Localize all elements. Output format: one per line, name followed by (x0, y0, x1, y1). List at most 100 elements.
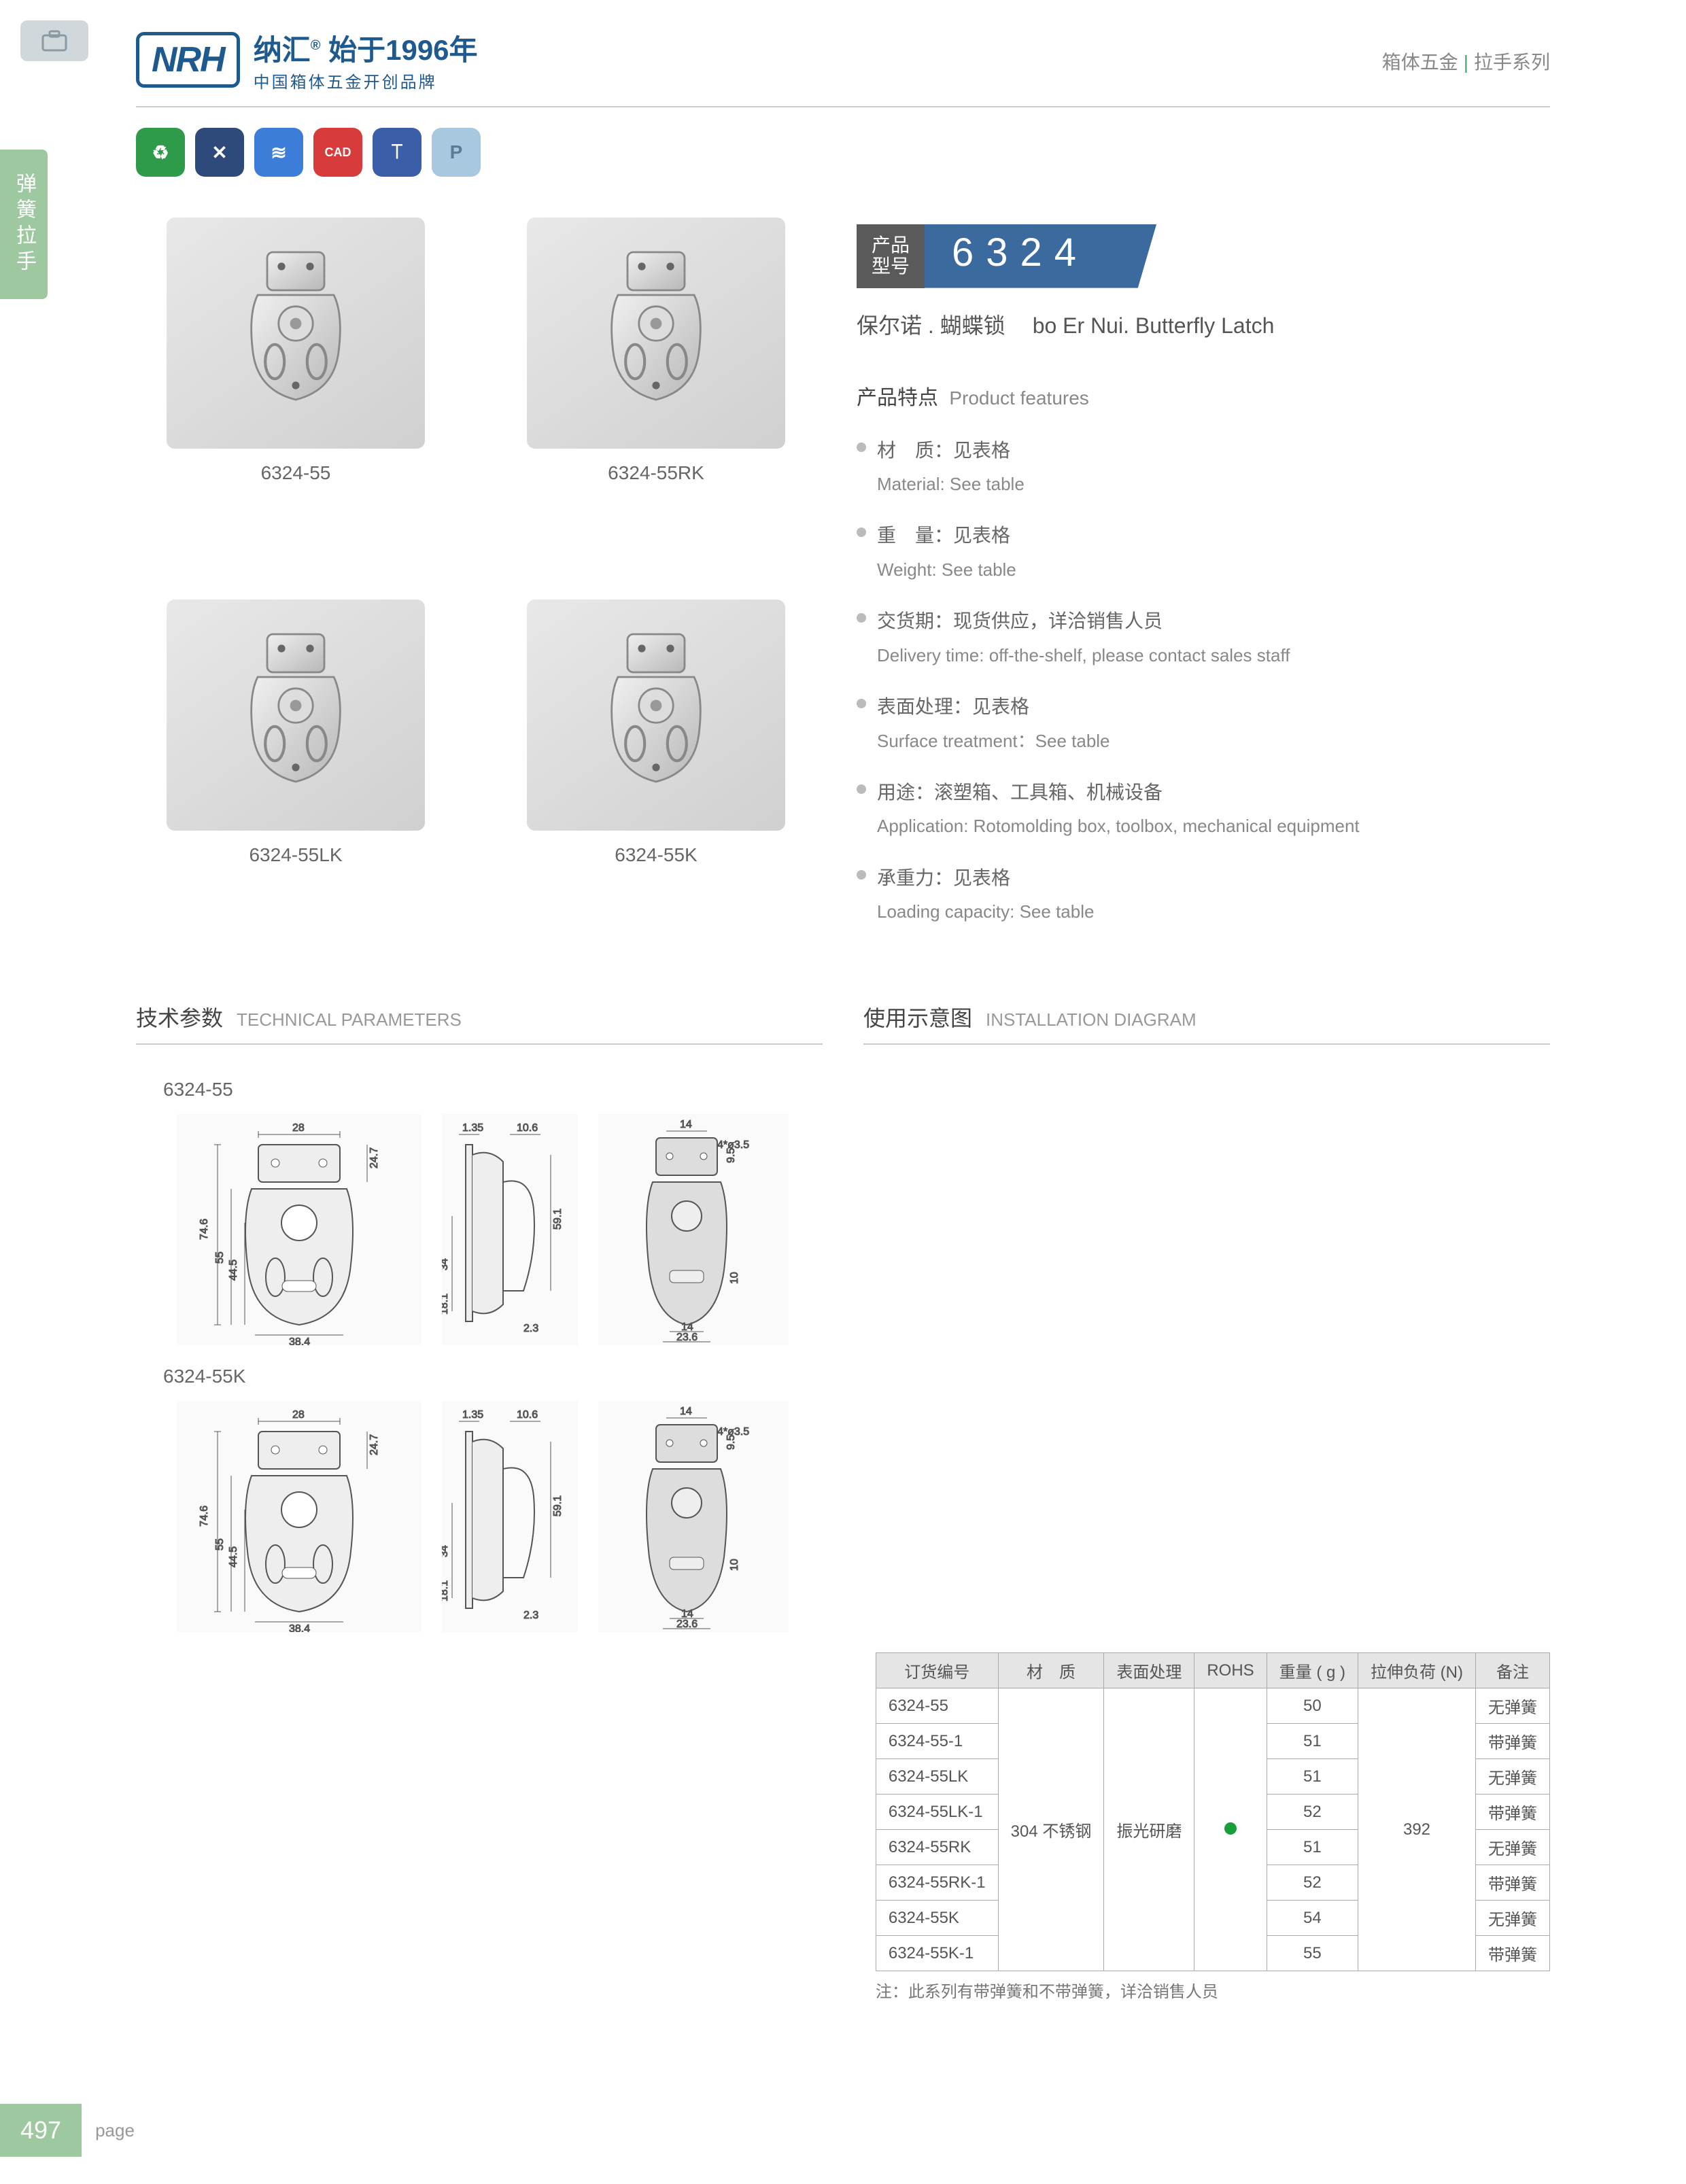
feature-icon-row: ♻✕≋CAD⟙P (0, 107, 1686, 197)
table-note: 注：此系列有带弹簧和不带弹簧，详洽销售人员 (876, 1978, 1550, 2002)
table-header: 订货编号 (876, 1653, 998, 1688)
front-view-diagram: 28 74.6 55 44.5 24.7 38.4 (177, 1401, 422, 1632)
model-label: 产品型号 (857, 224, 925, 288)
drawing-label-1: 6324-55 (163, 1079, 1550, 1100)
bullet-icon (857, 870, 866, 880)
svg-text:18.1: 18.1 (442, 1294, 450, 1315)
svg-text:9.5: 9.5 (725, 1435, 737, 1450)
cell-weight: 51 (1267, 1724, 1358, 1759)
table-row: 6324-55304 不锈钢振光研磨50392无弹簧 (876, 1688, 1549, 1724)
svg-text:14: 14 (680, 1119, 692, 1130)
page-footer: 497 page (0, 2104, 135, 2157)
cell-note: 无弹簧 (1476, 1830, 1550, 1865)
product-cell: 6324-55LK (136, 600, 455, 948)
cell-weight: 55 (1267, 1936, 1358, 1971)
product-info-panel: 产品型号 6324 保尔诺 . 蝴蝶锁bo Er Nui. Butterfly … (857, 218, 1550, 947)
spec-table: 订货编号材 质表面处理ROHS重量 ( g )拉伸负荷 (N)备注6324-55… (876, 1652, 1550, 1971)
product-image (527, 218, 785, 449)
table-header: 材 质 (998, 1653, 1104, 1688)
feature-item: 交货期：现货供应，详洽销售人员Delivery time: off-the-sh… (857, 605, 1550, 670)
svg-text:74.6: 74.6 (199, 1219, 210, 1240)
bullet-icon (857, 527, 866, 537)
cell-material: 304 不锈钢 (998, 1688, 1104, 1971)
technical-drawings: 6324-55 28 74.6 55 44.5 24.7 38.4 1.35 10… (0, 1079, 1686, 1632)
cell-note: 带弹簧 (1476, 1795, 1550, 1830)
tech-params-heading: 技术参数TECHNICAL PARAMETERS (136, 1001, 823, 1045)
cell-weight: 52 (1267, 1865, 1358, 1901)
logo-mark: NRH (136, 32, 240, 88)
cell-note: 带弹簧 (1476, 1865, 1550, 1901)
cell-code: 6324-55RK-1 (876, 1865, 998, 1901)
install-diagram: 14 4*ø3.5 9.5 10 14 23.6 (598, 1401, 789, 1632)
table-header: 备注 (1476, 1653, 1550, 1688)
cell-weight: 54 (1267, 1901, 1358, 1936)
feature-badge: ⟙ (373, 128, 422, 177)
product-label: 6324-55LK (249, 844, 342, 866)
cell-code: 6324-55-1 (876, 1724, 998, 1759)
cell-note: 无弹簧 (1476, 1688, 1550, 1724)
feature-badge: P (432, 128, 481, 177)
table-header: ROHS (1194, 1653, 1267, 1688)
svg-text:23.6: 23.6 (676, 1618, 698, 1630)
cell-note: 带弹簧 (1476, 1724, 1550, 1759)
corner-badge (20, 20, 88, 61)
product-label: 6324-55K (615, 844, 697, 866)
features-heading: 产品特点 Product features (857, 381, 1550, 411)
model-number-row: 产品型号 6324 (857, 224, 1550, 288)
logo-block: NRH 纳汇® 始于1996年 中国箱体五金开创品牌 (136, 27, 478, 92)
product-cell: 6324-55 (136, 218, 455, 566)
header-category: 箱体五金|拉手系列 (1382, 27, 1550, 75)
feature-text: 用途：滚塑箱、工具箱、机械设备Application: Rotomolding … (877, 776, 1360, 842)
cell-weight: 51 (1267, 1759, 1358, 1795)
bullet-icon (857, 443, 866, 452)
product-image (167, 218, 425, 449)
install-diagram-heading: 使用示意图INSTALLATION DIAGRAM (863, 1001, 1550, 1045)
side-view-diagram: 1.3510.6 59.1 34 18.1 2.3 (442, 1114, 578, 1345)
feature-item: 用途：滚塑箱、工具箱、机械设备Application: Rotomolding … (857, 776, 1550, 842)
cell-code: 6324-55K-1 (876, 1936, 998, 1971)
cell-weight: 52 (1267, 1795, 1358, 1830)
svg-text:2.3: 2.3 (523, 1610, 538, 1621)
brand-name: 纳汇® 始于1996年 (254, 27, 478, 69)
svg-text:9.5: 9.5 (725, 1148, 737, 1163)
feature-text: 材 质：见表格Material: See table (877, 434, 1025, 500)
svg-text:10.6: 10.6 (517, 1409, 538, 1421)
svg-text:55: 55 (214, 1538, 226, 1550)
feature-text: 重 量：见表格Weight: See table (877, 519, 1016, 585)
cell-note: 无弹簧 (1476, 1901, 1550, 1936)
cell-load: 392 (1358, 1688, 1476, 1971)
main-content: 6324-55 6324-55RK 6324-55LK 6324-55K 产品型… (0, 197, 1686, 974)
cell-note: 带弹簧 (1476, 1936, 1550, 1971)
product-image (527, 600, 785, 831)
product-image (167, 600, 425, 831)
feature-text: 承重力：见表格Loading capacity: See table (877, 862, 1094, 927)
page-header: NRH 纳汇® 始于1996年 中国箱体五金开创品牌 箱体五金|拉手系列 (0, 0, 1686, 106)
svg-text:59.1: 59.1 (552, 1209, 564, 1230)
bullet-icon (857, 784, 866, 794)
feature-text: 表面处理：见表格Surface treatment：See table (877, 691, 1110, 756)
feature-item: 承重力：见表格Loading capacity: See table (857, 862, 1550, 927)
diagram-row-1: 28 74.6 55 44.5 24.7 38.4 1.3510.6 59.1 … (136, 1114, 1550, 1345)
features-list: 材 质：见表格Material: See table 重 量：见表格Weight:… (857, 434, 1550, 927)
svg-text:10.6: 10.6 (517, 1122, 538, 1134)
svg-text:1.35: 1.35 (462, 1409, 483, 1421)
table-header: 表面处理 (1104, 1653, 1194, 1688)
svg-text:24.7: 24.7 (368, 1147, 380, 1168)
cell-surface: 振光研磨 (1104, 1688, 1194, 1971)
svg-text:74.6: 74.6 (199, 1506, 210, 1527)
cell-code: 6324-55LK-1 (876, 1795, 998, 1830)
svg-text:23.6: 23.6 (676, 1332, 698, 1343)
svg-text:1.35: 1.35 (462, 1122, 483, 1134)
svg-text:10: 10 (729, 1272, 740, 1284)
svg-text:10: 10 (729, 1559, 740, 1571)
feature-item: 表面处理：见表格Surface treatment：See table (857, 691, 1550, 756)
svg-text:18.1: 18.1 (442, 1580, 450, 1601)
feature-item: 重 量：见表格Weight: See table (857, 519, 1550, 585)
side-view-diagram: 1.3510.6 59.1 34 18.1 2.3 (442, 1401, 578, 1632)
svg-text:14: 14 (680, 1406, 692, 1417)
svg-text:34: 34 (442, 1258, 450, 1270)
table-header: 重量 ( g ) (1267, 1653, 1358, 1688)
cell-code: 6324-55K (876, 1901, 998, 1936)
front-view-diagram: 28 74.6 55 44.5 24.7 38.4 (177, 1114, 422, 1345)
svg-text:38.4: 38.4 (289, 1336, 310, 1345)
